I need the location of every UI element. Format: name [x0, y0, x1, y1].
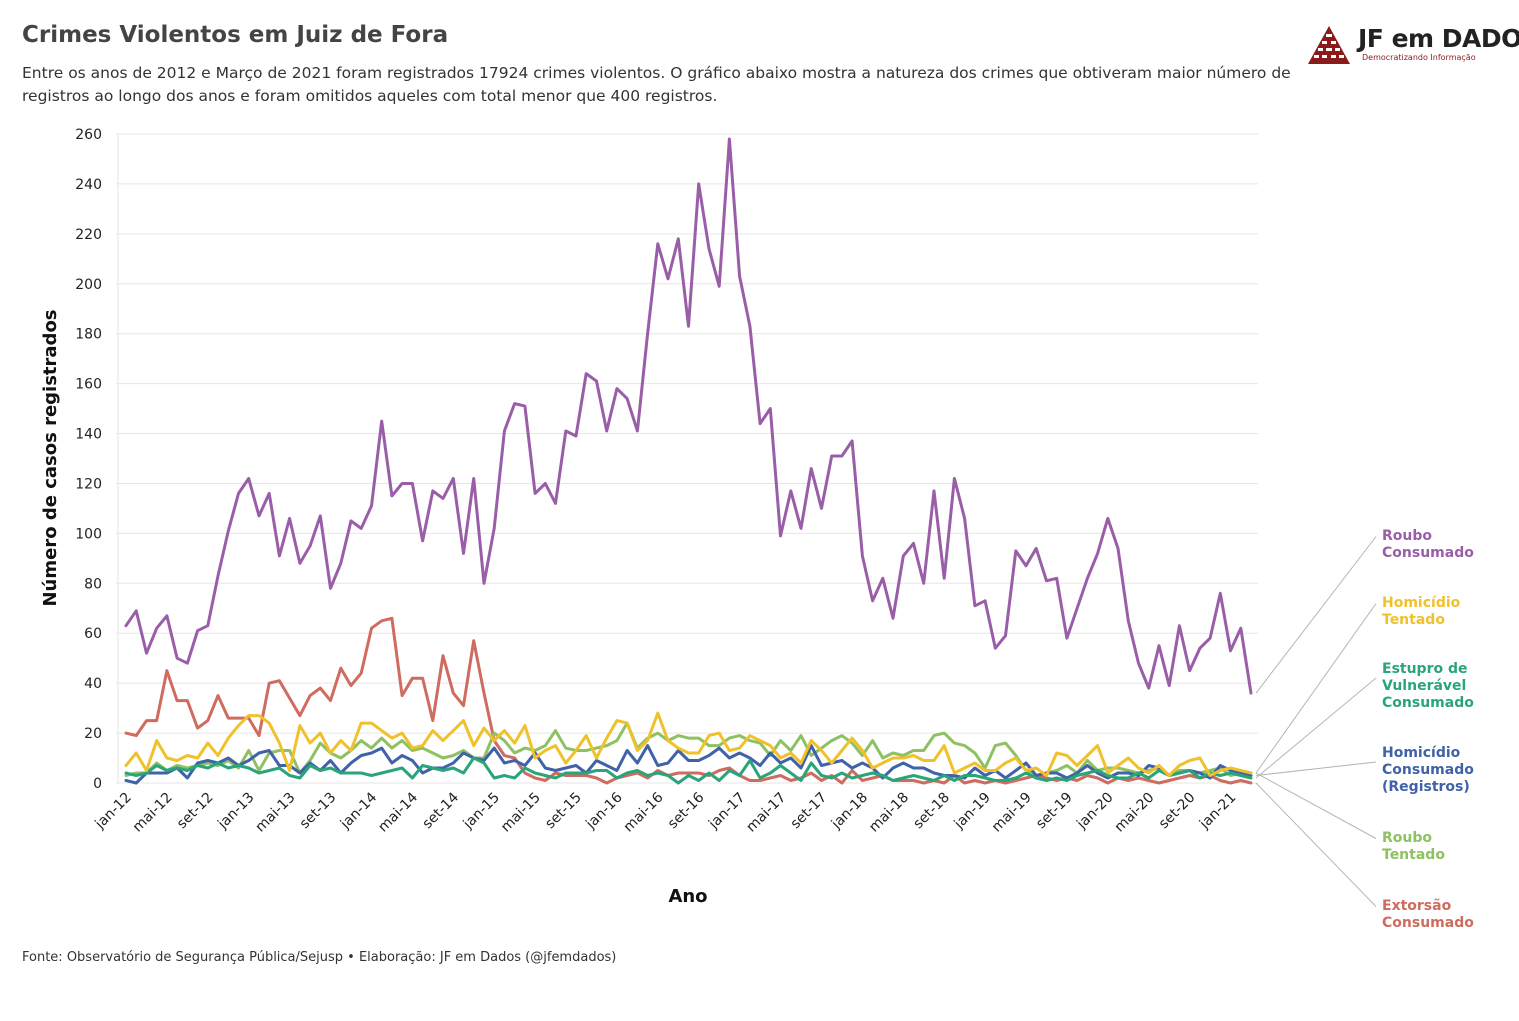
- x-tick-label: mai-17: [743, 790, 789, 836]
- legend-leader-line: [1255, 761, 1377, 777]
- legend-leader-line: [1255, 782, 1377, 907]
- x-tick-label: set-19: [1033, 790, 1076, 833]
- x-tick-label: mai-19: [989, 790, 1035, 836]
- x-tick-label: jan-15: [460, 790, 503, 833]
- legend-label-line: Vulnerável: [1382, 678, 1466, 694]
- y-axis-ticks: 0 20 40 60 80 100 120 140 160 180 200 220 240 260: [75, 127, 102, 792]
- y-tick-label: 180: [75, 327, 102, 343]
- x-tick-label: jan-14: [337, 789, 380, 832]
- y-tick-label: 120: [75, 476, 102, 492]
- legend-label-line: Consumado: [1382, 762, 1474, 778]
- x-axis-title: Ano: [668, 886, 707, 907]
- legend-label: Estupro de Vulnerável Consumado: [1382, 661, 1474, 711]
- x-tick-label: mai-18: [866, 790, 912, 836]
- x-tick-label: set-15: [542, 790, 585, 833]
- x-tick-label: mai-16: [621, 789, 667, 835]
- y-tick-label: 20: [84, 726, 102, 742]
- x-tick-label: set-13: [297, 790, 340, 833]
- y-axis-title: Número de casos registrados: [40, 309, 61, 606]
- legend-label-line: Consumado: [1382, 695, 1474, 711]
- y-tick-label: 40: [84, 676, 102, 692]
- legend-label-line: Consumado: [1382, 545, 1474, 561]
- x-tick-label: mai-13: [253, 790, 299, 836]
- legend-leader-line: [1255, 677, 1377, 779]
- y-tick-label: 220: [75, 227, 102, 243]
- jf-em-dados-logo: JF em DADOS Democratizando Informação: [1306, 24, 1519, 68]
- legend-leader-line: [1255, 603, 1377, 774]
- logo-text: JF em DADOS: [1358, 24, 1519, 53]
- y-tick-label: 100: [75, 526, 102, 542]
- x-axis-ticks: jan-12mai-12set-12jan-13mai-13set-13jan-…: [92, 789, 1240, 835]
- legend-label-line: Estupro de: [1382, 661, 1468, 677]
- x-tick-label: set-17: [788, 790, 831, 833]
- legend-label: Extorsão Consumado: [1382, 898, 1474, 931]
- legend-label: Roubo Consumado: [1382, 528, 1474, 561]
- y-tick-label: 260: [75, 127, 102, 143]
- legend-label-line: Roubo: [1382, 528, 1432, 544]
- x-tick-label: jan-20: [1073, 790, 1116, 833]
- y-tick-label: 160: [75, 377, 102, 393]
- y-tick-label: 140: [75, 427, 102, 443]
- legend-label: Homicídio Consumado (Registros): [1382, 745, 1474, 795]
- x-tick-label: jan-19: [951, 790, 994, 833]
- x-tick-label: mai-15: [498, 790, 544, 836]
- pyramid-logo-icon: [1308, 26, 1350, 64]
- legend-label-line: Roubo: [1382, 830, 1432, 846]
- source-note: Fonte: Observatório de Segurança Pública…: [22, 950, 617, 965]
- legend-leader-line: [1255, 772, 1377, 839]
- y-tick-label: 60: [84, 626, 102, 642]
- chart-subtitle: Entre os anos de 2012 e Março de 2021 fo…: [22, 64, 1291, 105]
- legend-label-line: Consumado: [1382, 915, 1474, 931]
- x-tick-label: jan-16: [582, 789, 625, 832]
- legend-label-line: Homicídio: [1382, 745, 1461, 761]
- legend-label-line: Homicídio: [1382, 595, 1461, 611]
- series-line-homic-dio-tentado: [124, 711, 1253, 777]
- legend-label: Roubo Tentado: [1382, 830, 1445, 863]
- x-tick-label: set-14: [419, 789, 462, 832]
- series-line-roubo-consumado: [124, 137, 1253, 695]
- x-tick-label: jan-12: [92, 790, 135, 833]
- legend-label-line: (Registros): [1382, 779, 1470, 795]
- y-tick-label: 200: [75, 277, 102, 293]
- x-tick-label: mai-14: [375, 789, 421, 835]
- legend-label-line: Tentado: [1382, 612, 1445, 628]
- x-tick-label: jan-17: [705, 790, 748, 833]
- legend-label-line: Extorsão: [1382, 898, 1452, 914]
- x-tick-label: jan-13: [214, 790, 257, 833]
- x-tick-label: set-12: [174, 790, 217, 833]
- legend-label: Homicídio Tentado: [1382, 595, 1461, 628]
- legend-leader-line: [1255, 536, 1377, 694]
- y-tick-label: 80: [84, 576, 102, 592]
- gridlines: [116, 133, 1258, 784]
- x-tick-label: mai-20: [1112, 790, 1158, 836]
- y-tick-label: 0: [93, 776, 102, 792]
- y-tick-label: 240: [75, 177, 102, 193]
- x-tick-label: set-20: [1156, 790, 1199, 833]
- logo-tagline: Democratizando Informação: [1362, 53, 1476, 62]
- x-tick-label: jan-21: [1196, 790, 1239, 833]
- x-tick-label: jan-18: [828, 790, 871, 833]
- series-line-estupro-de-vulner-vel-consumado: [124, 756, 1253, 785]
- x-tick-label: set-18: [910, 790, 953, 833]
- x-tick-label: set-16: [665, 789, 708, 832]
- x-tick-label: mai-12: [130, 790, 176, 836]
- chart-title: Crimes Violentos em Juiz de Fora: [22, 22, 449, 48]
- series-lines: [124, 137, 1253, 785]
- legend-label-line: Tentado: [1382, 847, 1445, 863]
- series-line-roubo-tentado: [124, 721, 1253, 777]
